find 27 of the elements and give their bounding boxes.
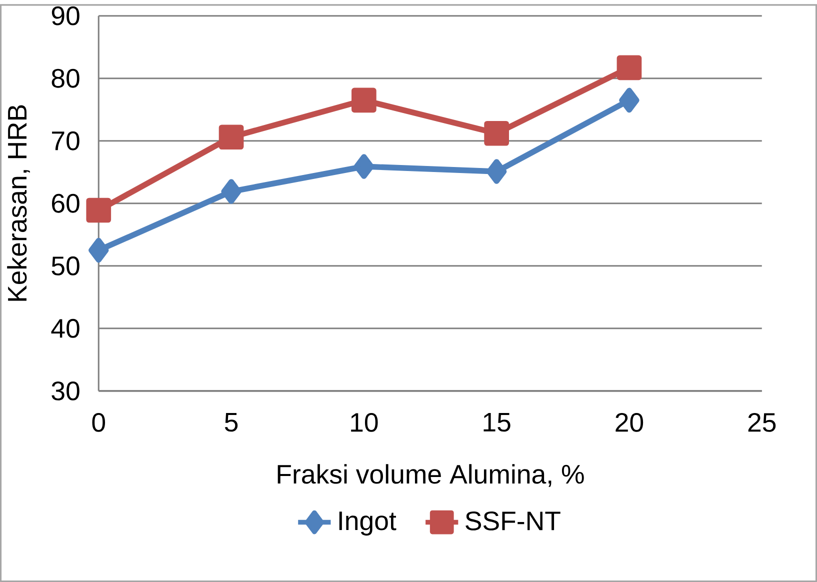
point xyxy=(619,88,640,113)
x-axis-title: Fraksi volume Alumina, % xyxy=(278,464,584,487)
x-tick-label: 15 xyxy=(484,412,510,432)
point xyxy=(218,124,244,150)
point xyxy=(86,198,112,223)
y-axis-title: Kekerasan, HRB xyxy=(7,105,30,301)
y-tick-label: 30 xyxy=(52,381,80,400)
legend-label: SSF-NT xyxy=(466,511,560,530)
legend-label: Ingot xyxy=(339,512,396,536)
y-tick-label: 40 xyxy=(51,318,80,338)
y-tick-label: 70 xyxy=(52,131,80,150)
x-tick-label: 20 xyxy=(616,412,644,432)
point xyxy=(221,179,242,204)
point xyxy=(484,120,509,146)
point xyxy=(616,55,642,80)
x-tick-label: 5 xyxy=(224,412,238,432)
point xyxy=(88,238,109,263)
y-tick-label: 80 xyxy=(52,68,80,88)
y-tick-label: 50 xyxy=(52,256,80,276)
y-tick-label: 90 xyxy=(52,6,80,26)
point xyxy=(486,159,507,184)
x-tick-label: 10 xyxy=(351,412,378,432)
point xyxy=(354,154,374,179)
x-tick-label: 0 xyxy=(92,412,106,432)
y-tick-label: 60 xyxy=(52,194,80,213)
point xyxy=(352,88,376,113)
x-tick-label: 25 xyxy=(748,412,776,432)
